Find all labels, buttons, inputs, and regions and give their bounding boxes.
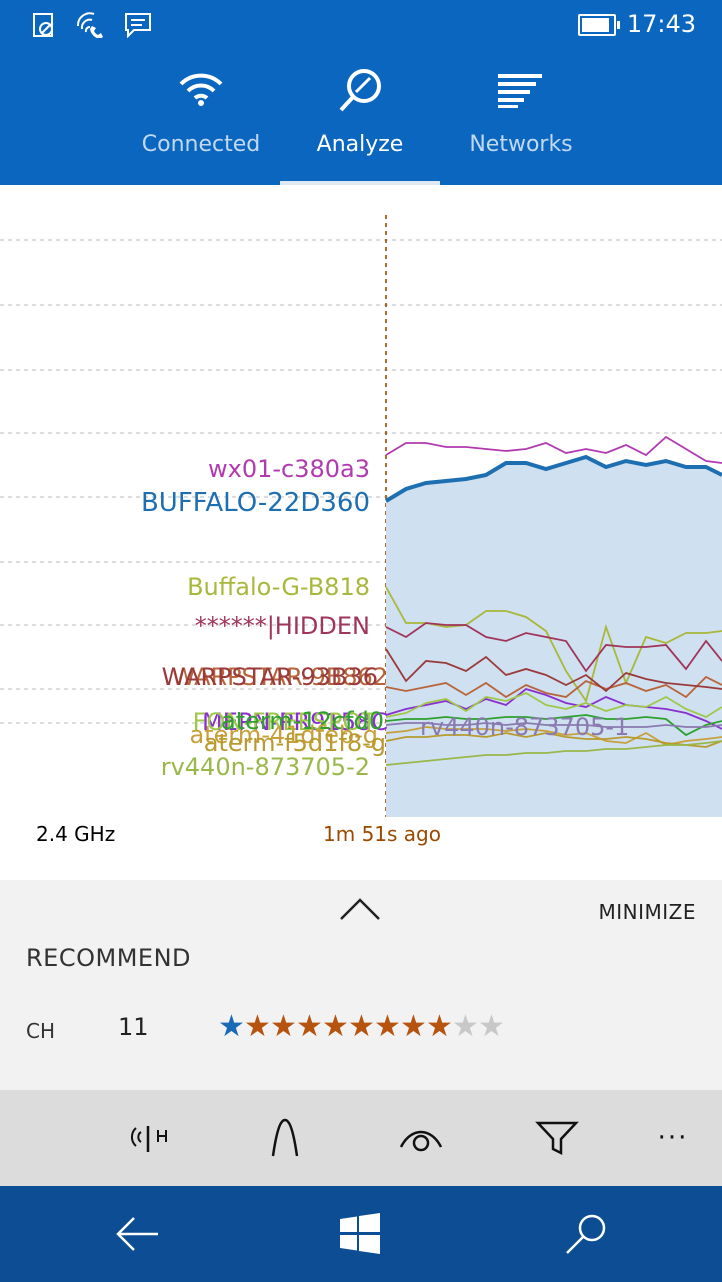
series-line — [385, 648, 722, 693]
active-tab-indicator — [280, 181, 440, 185]
magnifier-icon — [339, 69, 381, 112]
series-label: MEPN-PR9158C — [202, 708, 388, 736]
tab-label: Analyze — [316, 132, 404, 157]
rating-star: ★ — [452, 1009, 479, 1044]
series-line — [385, 435, 722, 464]
status-icons — [32, 12, 152, 38]
rating-star: ★ — [374, 1009, 401, 1044]
rating-star: ★ — [244, 1009, 271, 1044]
series-line — [385, 586, 722, 704]
battery-icon — [578, 14, 620, 36]
rating-star: ★ — [348, 1009, 375, 1044]
time-ago-label: 1m 51s ago — [323, 822, 441, 846]
do-not-disturb-icon — [33, 13, 53, 37]
rating-star: ★ — [400, 1009, 427, 1044]
series-label: BUFFALO-22D360 — [141, 488, 370, 518]
rating-star: ★ — [478, 1009, 505, 1044]
series-line — [385, 691, 722, 719]
wave-icon — [271, 1118, 299, 1157]
signal-button[interactable] — [124, 1116, 174, 1160]
series-line — [385, 732, 722, 748]
channel-label: CH — [26, 1019, 56, 1043]
tab-label: Networks — [469, 132, 573, 157]
channel-value: 11 — [118, 1013, 149, 1041]
series-line — [385, 622, 722, 673]
rating-star: ★ — [270, 1009, 297, 1044]
series-label: aterm-12cfd0 — [221, 707, 384, 735]
back-icon — [116, 1217, 158, 1251]
rating-star: ★ — [322, 1009, 349, 1044]
series-label: Buffalo-G-B818 — [187, 573, 370, 601]
windows-icon — [340, 1213, 380, 1254]
more-icon[interactable]: ··· — [657, 1123, 689, 1153]
series-line — [385, 714, 722, 737]
status-bar: 17:43 — [0, 0, 722, 52]
series-line — [385, 722, 722, 728]
series-line — [385, 740, 722, 766]
series-label: WARPSTAR-93B36 — [162, 663, 378, 691]
chevron-up-icon[interactable] — [338, 896, 382, 922]
wave-button[interactable] — [260, 1116, 310, 1160]
series-label: FON-FREESPOT — [193, 708, 377, 736]
search-button[interactable] — [562, 1212, 610, 1256]
recommend-heading: RECOMMEND — [26, 944, 191, 972]
series-label: rv440n-873705-2 — [161, 753, 370, 781]
back-button[interactable] — [114, 1212, 162, 1256]
minimize-button[interactable]: MINIMIZE — [598, 900, 696, 924]
signal-icon — [130, 1126, 167, 1152]
series-label: aterm-f5d1f8-g — [204, 729, 386, 757]
tab-networks[interactable]: Networks — [441, 52, 601, 185]
eye-button[interactable] — [396, 1116, 446, 1160]
series-label: wx01-c380a3 — [208, 455, 370, 483]
windows-button[interactable] — [338, 1212, 386, 1256]
wifi-icon — [179, 73, 223, 106]
series-line — [384, 454, 722, 503]
wifi-call-icon — [77, 12, 103, 38]
tab-bar: Connected Analyze Networks — [0, 52, 722, 185]
series-label: aterm-41dfeb-g — [190, 721, 378, 749]
app-bar: ··· — [0, 1090, 722, 1186]
buffalo-signal-area — [386, 457, 722, 817]
tab-label: Connected — [141, 132, 261, 157]
navigation-bar — [0, 1186, 722, 1282]
filter-icon — [535, 1121, 579, 1156]
series-line — [385, 688, 722, 730]
list-icon — [498, 74, 542, 108]
series-label: ******|HIDDEN — [195, 612, 370, 640]
search-icon — [566, 1214, 606, 1254]
rating-star: ★ — [218, 1009, 245, 1044]
signal-history-chart[interactable]: wx01-c380a3 BUFFALO-22D360 Buffalo-G-B818 *… — [0, 185, 722, 817]
channel-rating: ★ ★ ★ ★ ★ ★ ★ ★ ★ ★ ★ — [218, 1009, 505, 1045]
series-line — [385, 675, 722, 699]
filter-button[interactable] — [532, 1116, 582, 1160]
eye-icon — [399, 1130, 443, 1152]
tab-connected[interactable]: Connected — [121, 52, 281, 185]
tab-analyze[interactable]: Analyze — [280, 52, 440, 185]
series-label: rv440n-873705-1 — [420, 713, 629, 741]
message-icon — [125, 13, 151, 38]
band-label[interactable]: 2.4 GHz — [36, 822, 116, 846]
rating-star: ★ — [426, 1009, 453, 1044]
rating-star: ★ — [296, 1009, 323, 1044]
clock: 17:43 — [626, 10, 696, 38]
series-label: WARPSTAR-9B862 — [172, 663, 388, 691]
recommend-panel: MINIMIZE RECOMMEND CH 11 ★ ★ ★ ★ ★ ★ ★ ★ ★ ★ ★ — [0, 880, 722, 1090]
